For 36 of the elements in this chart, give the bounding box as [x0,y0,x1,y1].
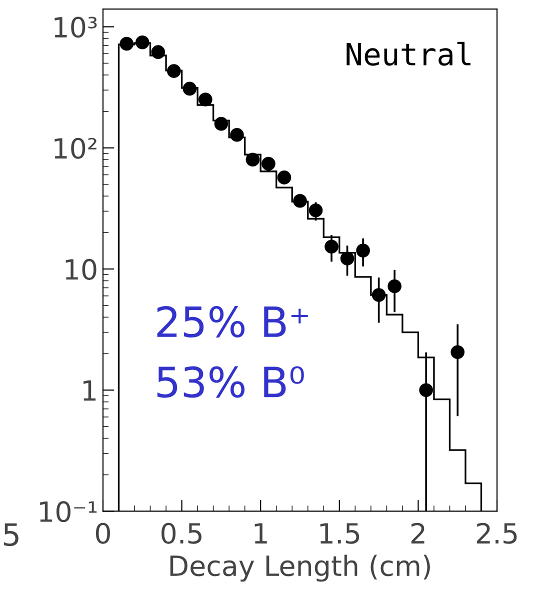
point [308,203,323,218]
x-tick-label: 0 [96,522,110,544]
point [324,240,338,254]
point [230,128,244,142]
point [151,45,166,59]
point [246,152,260,167]
point [388,279,402,294]
y-tick-label: 10 [66,258,96,280]
point [120,36,134,51]
x-axis-title: Decay Length (cm) [170,554,430,582]
point [293,194,307,208]
point [419,383,433,398]
y-tick-label: 10⁻¹ [40,501,97,522]
x-tick-label: 1 [254,523,267,544]
point [262,156,276,171]
point [277,170,292,184]
x-tick-label: 0.5 [162,522,202,544]
point [450,345,465,360]
point [167,64,181,78]
annotation: 25% B⁺ [157,306,308,338]
point [356,244,370,258]
point [182,82,197,96]
point [198,92,212,106]
x-tick-label: 1.5 [320,523,360,544]
text: 5 [4,523,18,546]
x-tick-label: 2.5 [476,522,517,544]
point [340,252,354,266]
y-tick-label: 10³ [54,16,97,38]
point [135,35,150,50]
x-tick-label: 2 [411,522,424,544]
y-tick-label: 1 [84,380,96,401]
point [372,288,386,302]
annotation: Neutral [346,42,470,66]
annotation: 53% B⁰ [157,366,304,398]
point [214,116,228,131]
y-tick-label: 10² [54,138,96,159]
